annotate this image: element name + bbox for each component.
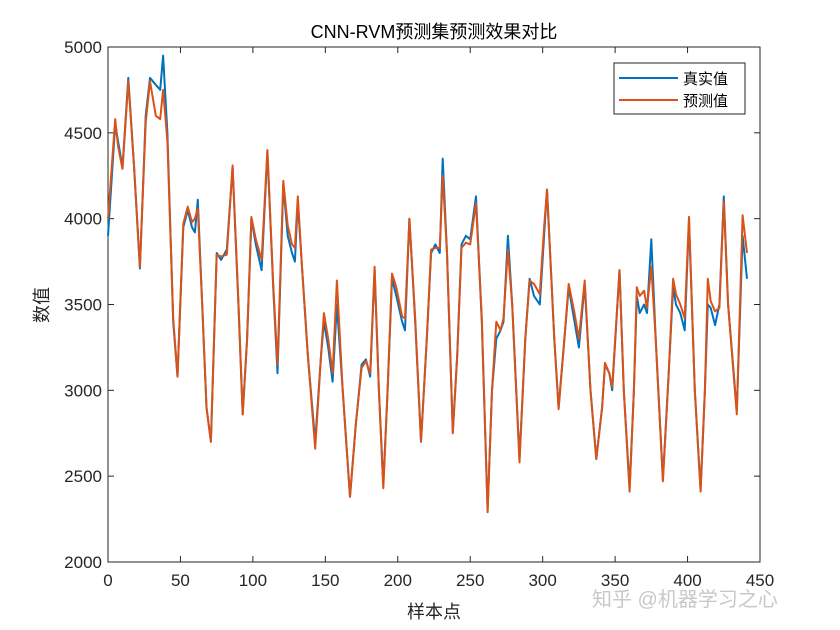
y-tick-label: 3000 <box>64 381 102 400</box>
y-tick-label: 3500 <box>64 296 102 315</box>
x-tick-label: 200 <box>384 571 412 590</box>
x-tick-label: 250 <box>456 571 484 590</box>
y-tick-label: 4000 <box>64 210 102 229</box>
x-tick-label: 450 <box>746 571 774 590</box>
legend-label-true: 真实值 <box>683 70 728 88</box>
plot-area <box>107 46 761 563</box>
watermark: 知乎 @机器学习之心 <box>592 588 778 611</box>
y-tick-label: 5000 <box>64 38 102 57</box>
x-tick-label: 150 <box>311 571 339 590</box>
legend-box <box>613 62 746 115</box>
y-tick-label: 4500 <box>64 124 102 143</box>
x-tick-label: 50 <box>171 571 190 590</box>
x-tick-label: 0 <box>103 571 112 590</box>
x-tick-label: 400 <box>673 571 701 590</box>
x-axis-label: 样本点 <box>407 602 461 622</box>
legend-label-pred: 预测值 <box>683 93 728 110</box>
y-tick-label: 2000 <box>64 553 102 572</box>
legend: 真实值 预测值 <box>613 62 746 115</box>
x-tick-label: 300 <box>528 571 556 590</box>
x-tick-label: 100 <box>239 571 267 590</box>
y-axis-label: 数值 <box>32 287 52 323</box>
x-tick-label: 350 <box>601 571 629 590</box>
y-tick-label: 2500 <box>64 467 102 486</box>
chart-title: CNN-RVM预测集预测效果对比 <box>311 22 558 42</box>
series-line-predicted <box>107 80 748 514</box>
